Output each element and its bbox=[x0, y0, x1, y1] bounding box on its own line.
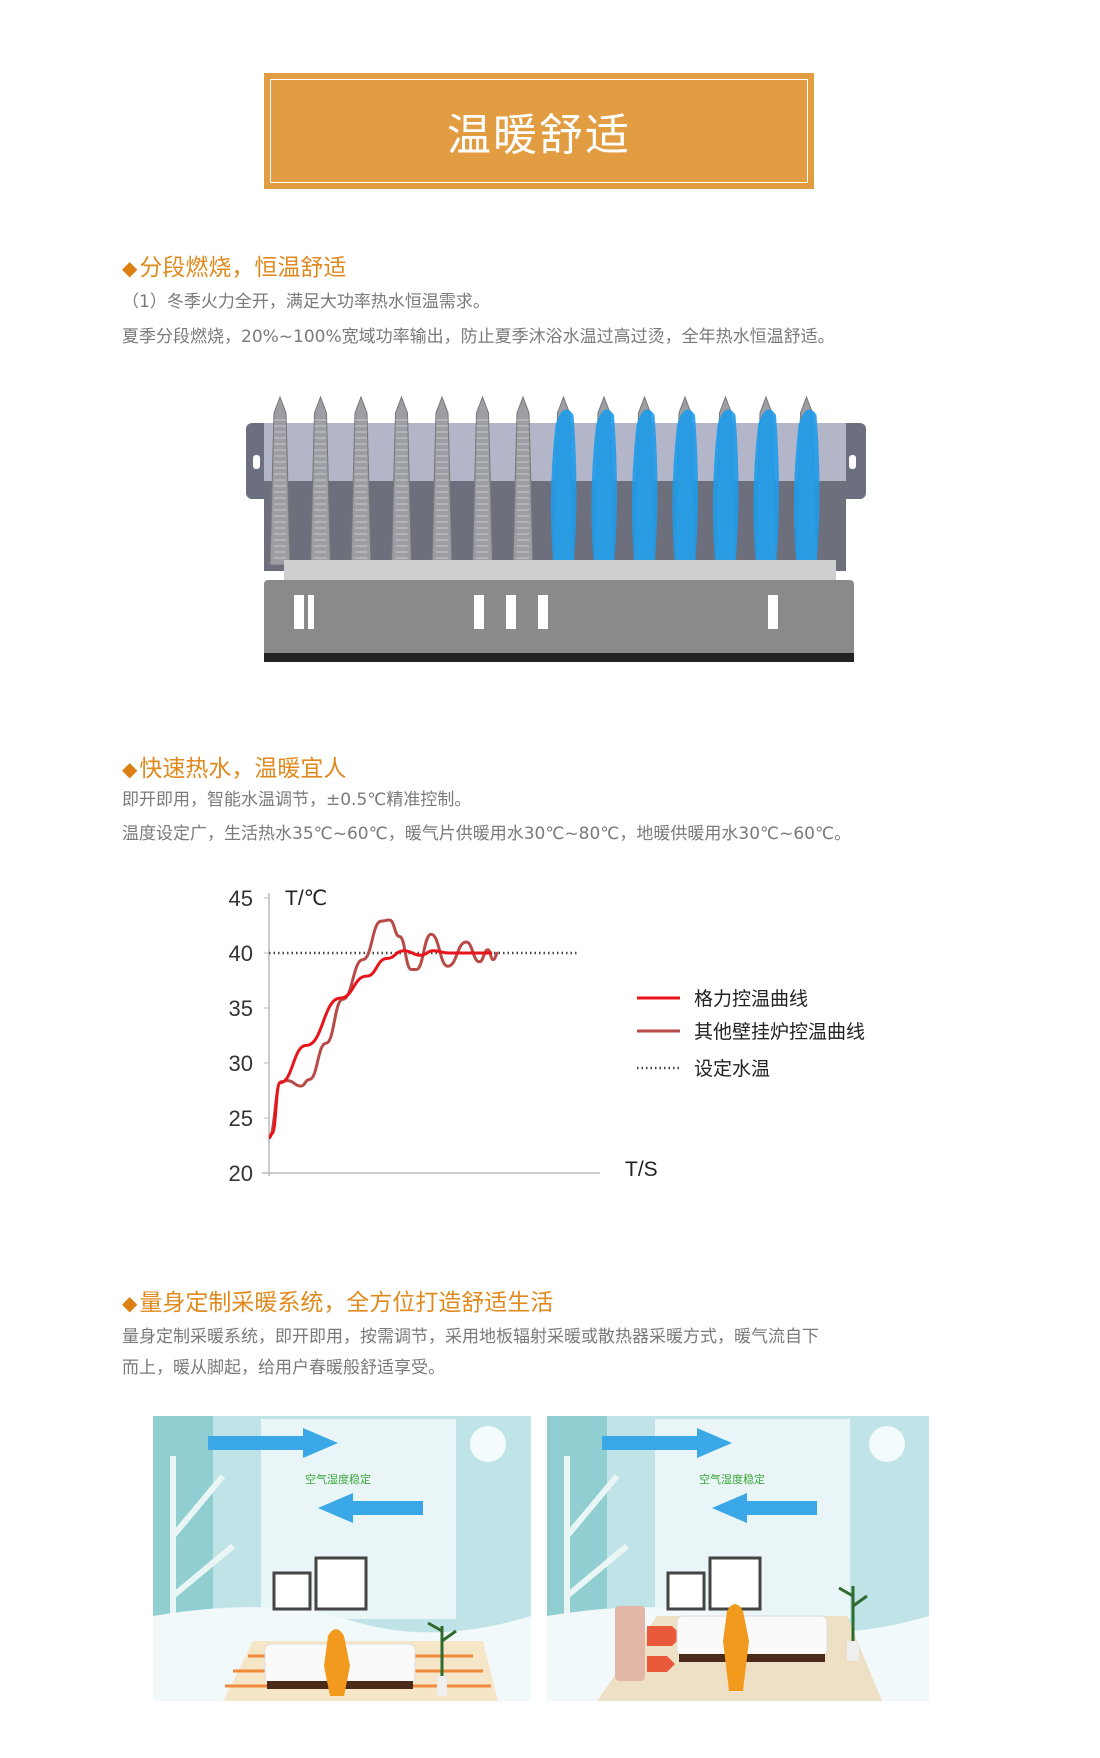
section-text-line: 即开即用，智能水温调节，±0.5℃精准控制。 bbox=[122, 790, 472, 810]
burner-illustration bbox=[246, 395, 866, 662]
blue-flame-icon bbox=[793, 409, 820, 565]
y-tick-label: 30 bbox=[229, 1051, 253, 1076]
section-text-line: 夏季分段燃烧，20%~100%宽域功率输出，防止夏季沐浴水温过高过烫，全年热水恒… bbox=[122, 327, 835, 347]
blue-flame-icon bbox=[631, 409, 658, 565]
radiator-heating-illustration: 空气湿度稳定 bbox=[547, 1416, 929, 1701]
heading-text: 量身定制采暖系统，全方位打造舒适生活 bbox=[139, 1290, 554, 1316]
person-icon bbox=[324, 1629, 350, 1696]
legend-label: 其他壁挂炉控温曲线 bbox=[694, 1021, 865, 1043]
blue-flame-icon bbox=[712, 409, 739, 565]
section-heading-custom-heating: ◆量身定制采暖系统，全方位打造舒适生活 bbox=[122, 1288, 553, 1318]
section-text-line: 而上，暖从脚起，给用户春暖般舒适享受。 bbox=[122, 1358, 445, 1378]
section-heading-staged-combustion: ◆分段燃烧，恒温舒适 bbox=[122, 253, 346, 283]
radiator-scene-image: 空气湿度稳定 bbox=[547, 1416, 929, 1701]
heat-arrows-icon bbox=[647, 1626, 682, 1672]
diamond-icon: ◆ bbox=[122, 1291, 138, 1315]
airflow-arrow-right-icon bbox=[208, 1428, 338, 1458]
burner-base-strip bbox=[264, 653, 854, 662]
y-tick-label: 25 bbox=[229, 1106, 253, 1131]
airflow-arrow-left-icon bbox=[712, 1493, 817, 1523]
radiator-icon bbox=[615, 1606, 645, 1681]
section-text-line: 量身定制采暖系统，即开即用，按需调节，采用地板辐射采暖或散热器采暖方式，暖气流自… bbox=[122, 1327, 819, 1347]
blue-flame-icon bbox=[672, 409, 698, 565]
section-text-line: （1）冬季火力全开，满足大功率热水恒温需求。 bbox=[122, 292, 490, 312]
heading-text: 快速热水，温暖宜人 bbox=[139, 756, 347, 782]
blue-flame-icon bbox=[753, 409, 779, 565]
y-tick-label: 20 bbox=[229, 1161, 253, 1186]
title-banner-frame: 温暖舒适 bbox=[270, 79, 808, 183]
title-banner: 温暖舒适 bbox=[264, 73, 814, 189]
y-tick-label: 40 bbox=[229, 941, 253, 966]
blue-flame-icon bbox=[550, 409, 577, 565]
y-tick-label: 35 bbox=[229, 996, 253, 1021]
section-text-line: 温度设定广，生活热水35℃~60℃，暖气片供暖用水30℃~80℃，地暖供暖用水3… bbox=[122, 824, 852, 844]
y-axis-label: T/℃ bbox=[285, 887, 327, 910]
section-heading-fast-hot-water: ◆快速热水，温暖宜人 bbox=[122, 754, 346, 784]
airflow-arrow-right-icon bbox=[602, 1428, 732, 1458]
series-line-1 bbox=[267, 918, 499, 1140]
x-axis-label: T/S bbox=[625, 1158, 658, 1181]
y-tick-label: 45 bbox=[229, 886, 253, 911]
scene-caption: 空气湿度稳定 bbox=[305, 1472, 371, 1486]
legend-label: 格力控温曲线 bbox=[694, 988, 808, 1010]
blue-flame-icon bbox=[591, 409, 617, 565]
person-icon bbox=[723, 1604, 749, 1691]
diamond-icon: ◆ bbox=[122, 256, 138, 280]
airflow-arrow-left-icon bbox=[318, 1493, 423, 1523]
series-line-0 bbox=[268, 949, 493, 1140]
legend-label: 设定水温 bbox=[694, 1058, 770, 1080]
page-title: 温暖舒适 bbox=[447, 110, 631, 161]
burner-image bbox=[244, 395, 866, 675]
diamond-icon: ◆ bbox=[122, 757, 138, 781]
floor-heating-scene-image: 空气湿度稳定 bbox=[153, 1416, 531, 1701]
scene-caption: 空气湿度稳定 bbox=[699, 1472, 765, 1486]
floor-heating-illustration: 空气湿度稳定 bbox=[153, 1416, 531, 1701]
burner-front-plate bbox=[264, 580, 854, 662]
heading-text: 分段燃烧，恒温舒适 bbox=[139, 255, 347, 281]
